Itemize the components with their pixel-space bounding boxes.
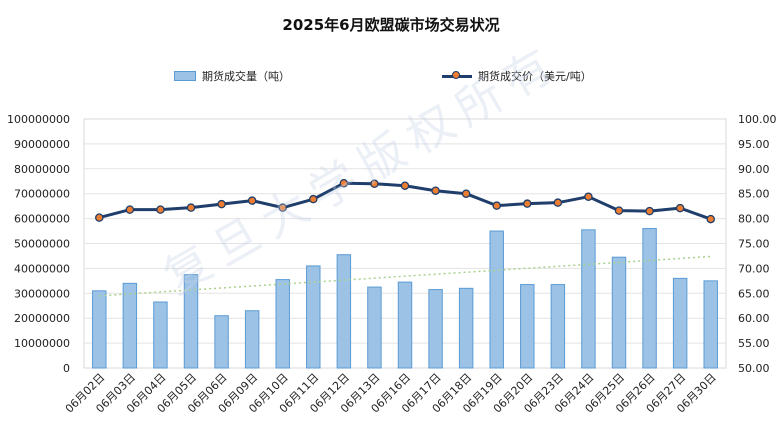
- price-point: [675, 203, 685, 213]
- y-left-tick-label: 70000000: [14, 188, 70, 201]
- y-right-tick-label: 60.00: [738, 312, 770, 325]
- bar: [275, 279, 290, 369]
- bar: [642, 228, 657, 369]
- price-point: [584, 192, 593, 201]
- bar: [153, 301, 168, 369]
- y-left-tick-label: 80000000: [14, 163, 70, 176]
- legend-item-price: 期货成交价（美元/吨）: [442, 67, 592, 85]
- price-point: [523, 199, 532, 208]
- bar: [428, 289, 443, 369]
- legend-label-volume: 期货成交量（吨）: [202, 70, 290, 83]
- y-left-tick-label: 90000000: [14, 138, 70, 151]
- y-right-tick-label: 50.00: [738, 362, 770, 375]
- y-right-tick-label: 85.00: [738, 188, 770, 201]
- legend-line-swatch: [442, 70, 472, 82]
- bar: [458, 287, 474, 369]
- y-left-tick-label: 30000000: [14, 287, 70, 300]
- bar: [581, 229, 596, 369]
- y-right-tick-label: 90.00: [738, 163, 770, 176]
- bar: [520, 284, 535, 369]
- y-left-tick-label: 20000000: [14, 312, 70, 325]
- price-point: [431, 186, 440, 195]
- bar: [397, 281, 413, 369]
- price-point: [400, 181, 410, 190]
- y-left-tick-label: 60000000: [14, 213, 70, 226]
- y-right-tick-label: 55.00: [738, 337, 770, 350]
- y-right-tick-label: 95.00: [738, 138, 770, 151]
- y-right-tick-label: 80.00: [738, 213, 770, 226]
- y-right-tick-label: 70.00: [738, 262, 770, 275]
- y-left-tick-label: 0: [63, 362, 70, 375]
- legend-label-price: 期货成交价（美元/吨）: [478, 70, 592, 83]
- bar: [183, 274, 199, 369]
- bar: [703, 280, 718, 369]
- price-point: [706, 214, 715, 224]
- bar: [92, 290, 107, 369]
- bar: [244, 310, 260, 369]
- price-point: [217, 199, 226, 209]
- y-right-tick-label: 75.00: [738, 238, 770, 251]
- price-point: [339, 178, 349, 188]
- bar: [336, 254, 352, 369]
- price-point: [95, 213, 104, 222]
- price-point: [156, 205, 165, 214]
- y-left-tick-label: 50000000: [14, 238, 70, 251]
- y-left-tick-label: 40000000: [14, 262, 70, 275]
- bar: [672, 277, 688, 369]
- price-point: [125, 205, 135, 214]
- price-point: [309, 194, 318, 204]
- bar: [122, 282, 138, 369]
- price-point: [614, 206, 624, 215]
- bar: [214, 315, 229, 369]
- y-right-tick-label: 65.00: [738, 287, 770, 300]
- legend-bar-swatch: [174, 71, 196, 81]
- bar: [367, 286, 382, 369]
- y-left-tick-label: 10000000: [14, 337, 70, 350]
- chart-title: 2025年6月欧盟碳市场交易状况: [282, 16, 500, 34]
- price-point: [278, 203, 287, 212]
- bar: [550, 284, 566, 369]
- bar: [489, 230, 504, 369]
- trendline: [99, 255, 711, 297]
- price-point: [553, 198, 563, 207]
- y-left-tick-label: 100000000: [7, 113, 70, 126]
- price-point: [492, 201, 501, 210]
- legend-item-volume: 期货成交量（吨）: [174, 67, 290, 85]
- bar: [611, 256, 627, 369]
- price-point: [370, 179, 379, 188]
- price-point: [186, 203, 196, 212]
- price-point: [247, 196, 257, 205]
- price-point: [645, 206, 654, 216]
- y-right-tick-label: 100.00: [738, 113, 777, 126]
- price-point: [461, 189, 471, 198]
- bar: [306, 265, 321, 369]
